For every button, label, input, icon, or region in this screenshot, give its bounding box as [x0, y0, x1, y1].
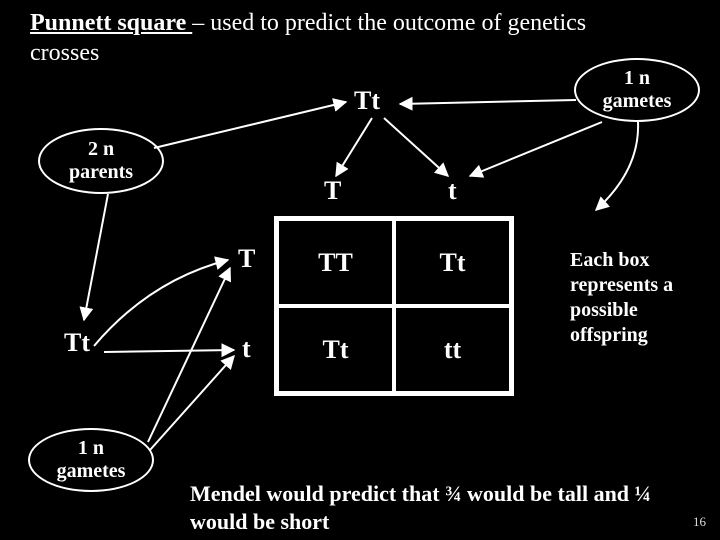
page-number: 16: [693, 514, 706, 530]
bubble-1n-gametes-top: 1 n gametes: [574, 58, 700, 122]
cell-tt: tt: [394, 306, 511, 393]
row-header-0: T: [238, 244, 255, 274]
title-term: Punnett square: [30, 10, 192, 36]
parent-left-genotype: Tt: [64, 328, 90, 358]
bubble-1n-gametes-bottom: 1 n gametes: [28, 428, 154, 492]
row-header-1: t: [242, 334, 251, 364]
cell-TT: TT: [277, 219, 394, 306]
cell-Tt-bottom: Tt: [277, 306, 394, 393]
parent-top-genotype: Tt: [354, 86, 380, 116]
cell-Tt-top: Tt: [394, 219, 511, 306]
col-header-1: t: [448, 176, 457, 206]
bubble-2n-parents: 2 n parents: [38, 128, 164, 194]
footer-prediction: Mendel would predict that ¾ would be tal…: [190, 480, 680, 535]
page-title: Punnett square – used to predict the out…: [30, 8, 590, 68]
punnett-grid: TT Tt Tt tt: [274, 216, 514, 396]
side-note: Each box represents a possible offspring: [570, 248, 710, 348]
col-header-0: T: [324, 176, 341, 206]
